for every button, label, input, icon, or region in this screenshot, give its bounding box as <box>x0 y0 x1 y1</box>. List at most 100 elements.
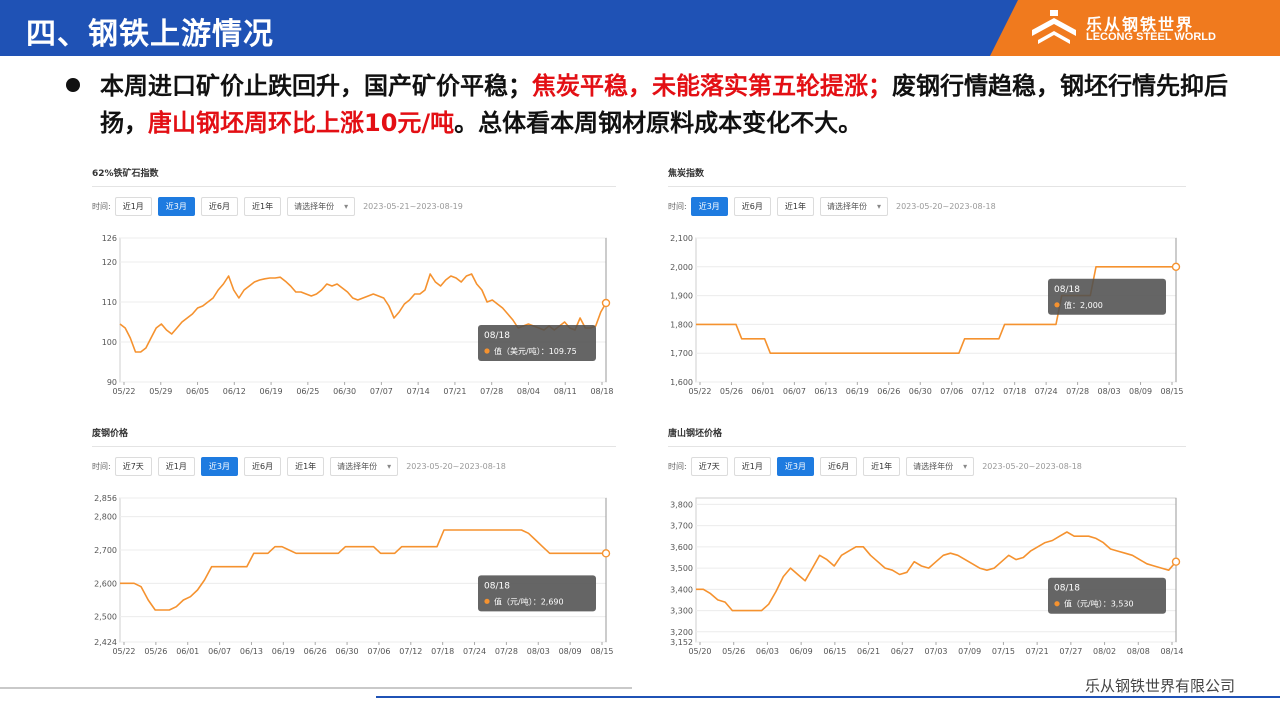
x-tick-label: 07/15 <box>992 647 1015 656</box>
line-chart: 2,424 2,500 2,600 2,700 2,800 2,856 05/22 05/26… <box>94 494 613 656</box>
range-button[interactable]: 近6月 <box>733 196 771 216</box>
summary-paragraph: 本周进口矿价止跌回升，国产矿价平稳；焦炭平稳，未能落实第五轮提涨；废钢行情趋稳，… <box>100 68 1230 142</box>
y-tick-label: 3,600 <box>670 543 693 552</box>
tooltip-date: 08/18 <box>1054 285 1080 295</box>
chart-title: 唐山钢坯价格 <box>668 429 723 439</box>
x-tick-label: 06/21 <box>857 647 880 656</box>
time-label: 时间: <box>668 461 687 471</box>
series-line <box>696 531 1177 612</box>
tooltip-marker <box>1054 601 1060 607</box>
y-tick-label: 90 <box>107 378 117 387</box>
range-button[interactable]: 近6月 <box>819 456 858 476</box>
bullet-dot <box>66 78 80 92</box>
title-divider <box>668 446 1186 447</box>
x-tick-label: 08/09 <box>1129 387 1152 396</box>
range-button[interactable]: 近1年 <box>863 456 901 476</box>
chevron-down-icon: ▾ <box>387 461 392 471</box>
range-button[interactable]: 近7天 <box>114 456 152 476</box>
summary-part-2: 焦炭平稳，未能落实第五轮提涨； <box>532 72 892 100</box>
year-select[interactable]: 请选择年份 ▾ <box>287 196 356 216</box>
x-tick-label: 07/06 <box>940 387 963 396</box>
range-button[interactable]: 近1月 <box>114 196 152 216</box>
x-tick-label: 06/03 <box>756 647 779 656</box>
line-chart: 1,600 1,700 1,800 1,900 2,000 2,100 05/22 05/26… <box>670 234 1183 396</box>
x-tick-label: 07/18 <box>1003 387 1026 396</box>
range-button[interactable]: 近3月 <box>157 196 195 216</box>
date-range-text: 2023-05-20~2023-08-18 <box>896 201 996 211</box>
range-button[interactable]: 近1年 <box>243 196 282 216</box>
hover-point[interactable] <box>601 298 611 308</box>
x-tick-label: 06/15 <box>823 647 846 656</box>
x-tick-label: 06/12 <box>223 387 246 396</box>
summary-part-4: 唐山钢坯周环比上涨10元/吨 <box>148 109 455 137</box>
time-label: 时间: <box>92 461 111 471</box>
chart-panel-iron-ore: 62%铁矿石指数 时间: 近1月 近3月 近6月 近1年 请选择年份 ▾ 2023-05-21~… <box>92 166 620 402</box>
y-tick-label: 3,152 <box>670 638 693 647</box>
title-divider <box>92 446 616 447</box>
x-tick-label: 06/30 <box>909 387 932 396</box>
tooltip-marker <box>484 598 490 604</box>
range-button[interactable]: 近6月 <box>243 456 282 476</box>
year-select-placeholder: 请选择年份 <box>913 461 954 471</box>
y-tick-label: 2,500 <box>94 613 117 622</box>
tooltip-date: 08/18 <box>1054 584 1080 594</box>
x-tick-label: 07/07 <box>370 387 393 396</box>
y-tick-label: 2,856 <box>94 494 117 503</box>
year-select[interactable]: 请选择年份 ▾ <box>330 456 399 476</box>
x-tick-label: 06/05 <box>186 387 209 396</box>
hover-point[interactable] <box>1171 262 1181 271</box>
y-tick-label: 3,400 <box>670 585 693 594</box>
tooltip: 08/18 值：2,000 <box>1048 278 1166 315</box>
range-button[interactable]: 近3月 <box>776 456 814 476</box>
header-bar: 四、钢铁上游情况 乐从钢铁世界 LECONG STEEL WORLD <box>0 0 1280 56</box>
range-button[interactable]: 近1月 <box>157 456 195 476</box>
chevron-down-icon: ▾ <box>344 201 349 211</box>
title-divider <box>92 186 616 187</box>
x-tick-label: 07/21 <box>1026 647 1049 656</box>
x-tick-label: 07/28 <box>480 387 503 396</box>
range-button[interactable]: 近7天 <box>690 456 728 476</box>
logo-cn-text: 乐从钢铁世界 <box>1086 15 1195 34</box>
x-tick-label: 07/12 <box>972 387 995 396</box>
tooltip-date: 08/18 <box>484 331 510 341</box>
x-tick-label: 05/20 <box>688 647 711 656</box>
x-tick-label: 07/09 <box>958 647 981 656</box>
year-select-placeholder: 请选择年份 <box>826 201 867 211</box>
time-filter-bar: 时间: 近3月 近6月 近1年 请选择年份 ▾ 2023-05-20~2023-08-18 <box>668 196 996 216</box>
plot-frame <box>695 497 1177 643</box>
tooltip-marker <box>484 348 490 354</box>
x-tick-label: 06/25 <box>296 387 319 396</box>
year-select[interactable]: 请选择年份 ▾ <box>906 456 975 476</box>
x-tick-label: 08/11 <box>554 387 577 396</box>
x-tick-label: 07/28 <box>1066 387 1089 396</box>
x-tick-label: 05/26 <box>720 387 743 396</box>
page-title: 四、钢铁上游情况 <box>26 17 274 52</box>
range-button[interactable]: 近1月 <box>733 456 771 476</box>
year-select[interactable]: 请选择年份 ▾ <box>819 196 888 216</box>
y-tick-label: 3,700 <box>670 522 693 531</box>
y-tick-label: 126 <box>102 234 117 243</box>
x-tick-label: 06/07 <box>208 647 231 656</box>
y-tick-label: 1,900 <box>670 292 693 301</box>
logo-icon <box>1032 10 1076 44</box>
tooltip: 08/18 值（美元/吨）：109.75 <box>478 325 596 361</box>
range-button[interactable]: 近3月 <box>690 196 728 216</box>
range-button[interactable]: 近3月 <box>200 456 238 476</box>
range-button[interactable]: 近6月 <box>200 196 238 216</box>
x-tick-label: 06/26 <box>304 647 327 656</box>
x-tick-label: 05/22 <box>688 387 711 396</box>
x-tick-label: 06/26 <box>877 387 900 396</box>
date-range-text: 2023-05-21~2023-08-19 <box>363 201 463 211</box>
x-tick-label: 06/07 <box>783 387 806 396</box>
hover-point[interactable] <box>601 549 611 558</box>
x-tick-label: 07/21 <box>443 387 466 396</box>
x-tick-label: 07/27 <box>1059 647 1082 656</box>
x-tick-label: 06/13 <box>240 647 263 656</box>
range-button[interactable]: 近1年 <box>287 456 325 476</box>
hover-point[interactable] <box>1171 557 1181 566</box>
x-tick-label: 08/03 <box>527 647 550 656</box>
y-tick-label: 2,000 <box>670 263 693 272</box>
summary-part-5: 。总体看本周钢材原料成本变化不大。 <box>454 109 863 137</box>
range-button[interactable]: 近1年 <box>776 196 814 216</box>
x-tick-label: 07/12 <box>399 647 422 656</box>
